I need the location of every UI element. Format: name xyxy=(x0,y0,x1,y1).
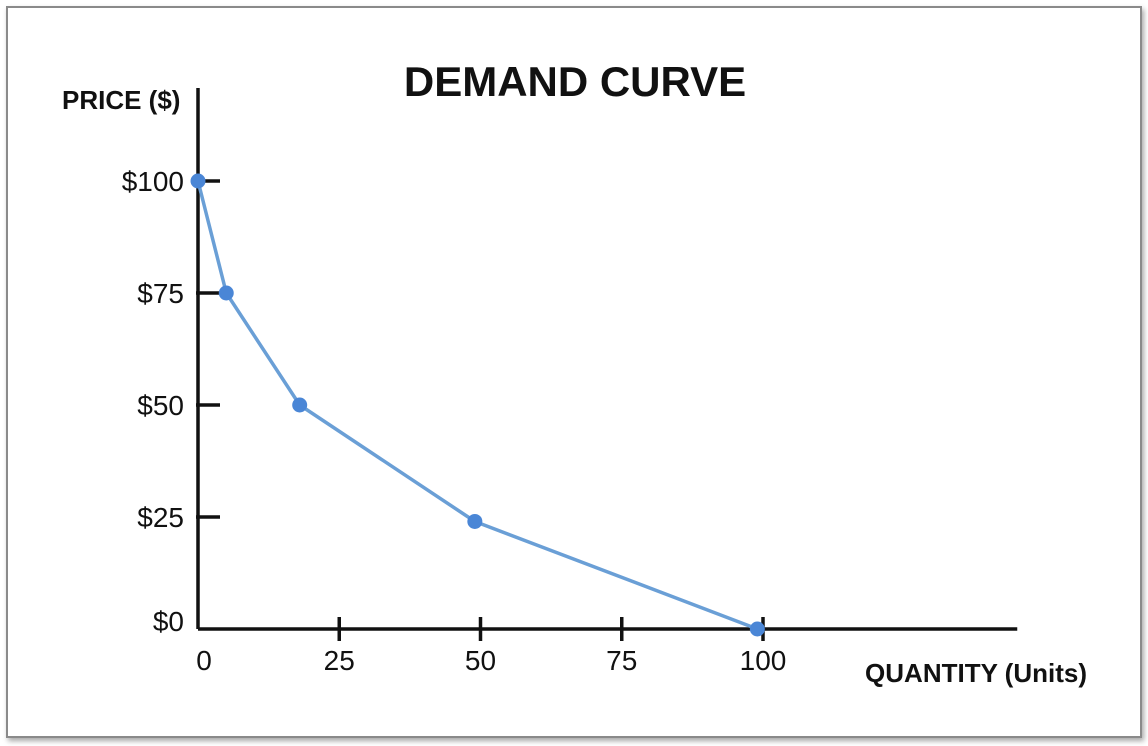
y-tick-label: $100 xyxy=(122,166,184,197)
x-tick-label: 0 xyxy=(196,645,212,676)
x-tick-label: 100 xyxy=(740,645,787,676)
series-layer xyxy=(190,173,765,637)
x-axis-title: QUANTITY (Units) xyxy=(865,658,1087,688)
x-tick-label: 25 xyxy=(324,645,355,676)
demand-curve-line xyxy=(196,180,759,631)
y-tick-label: $0 xyxy=(153,606,184,637)
data-point xyxy=(218,285,234,301)
data-point xyxy=(749,621,765,637)
y-tick-label: $25 xyxy=(137,502,184,533)
y-tick-label: $75 xyxy=(137,278,184,309)
y-tick-label: $50 xyxy=(137,390,184,421)
x-tick-label: 50 xyxy=(465,645,496,676)
x-tick-label: 75 xyxy=(606,645,637,676)
data-point xyxy=(467,513,483,529)
tick-labels: 0 25 50 75 100 $0 $25 $50 $75 $100 xyxy=(122,166,787,676)
tick-marks xyxy=(196,179,765,641)
y-axis-title: PRICE ($) xyxy=(62,85,180,115)
data-point xyxy=(292,397,308,413)
chart-title: DEMAND CURVE xyxy=(404,58,746,105)
chart-frame xyxy=(6,6,1142,738)
axes xyxy=(196,88,1018,631)
data-point xyxy=(190,173,206,189)
